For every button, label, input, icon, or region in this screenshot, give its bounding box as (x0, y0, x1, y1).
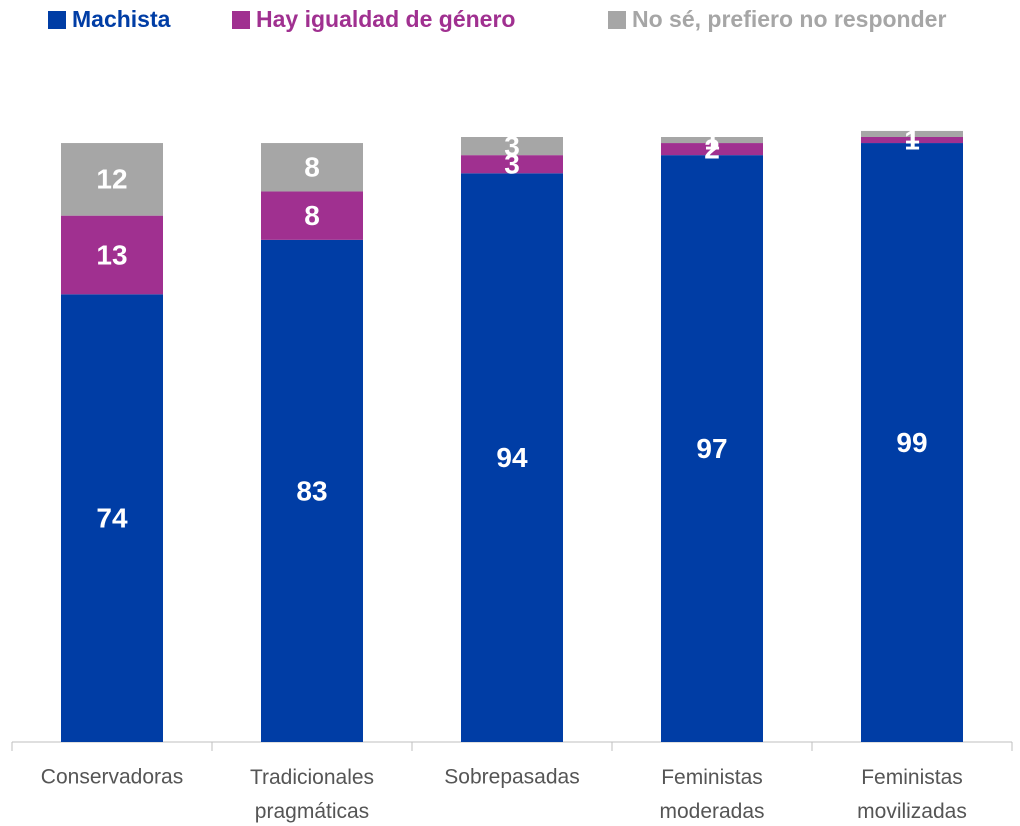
data-label: 3 (504, 149, 520, 180)
bar-segment (861, 143, 963, 743)
bar-segment (261, 143, 363, 192)
bar-segment (461, 173, 563, 743)
data-label: 99 (896, 427, 927, 458)
bar-segment (861, 137, 963, 144)
data-label: 74 (96, 503, 128, 534)
legend-swatch (232, 11, 250, 29)
bar-segment (661, 137, 763, 144)
data-label: 97 (696, 433, 727, 464)
data-label: 8 (304, 152, 320, 183)
data-label: 8 (304, 200, 320, 231)
bar-segment (61, 294, 163, 742)
bar-segment (261, 191, 363, 240)
bar-segment (461, 137, 563, 156)
legend-label: Machista (72, 6, 171, 32)
x-tick-label: Tradicionales pragmáticas (250, 766, 374, 823)
x-tick-label: Sobrepasadas (444, 766, 579, 789)
bar-segment (661, 155, 763, 742)
data-label: 1 (904, 118, 920, 149)
bar-segment (61, 215, 163, 295)
data-label: 12 (96, 164, 127, 195)
x-tick-label: Feministas movilizadas (857, 766, 967, 823)
legend-swatch (48, 11, 66, 29)
data-label: 83 (296, 475, 327, 506)
data-label: 1 (704, 124, 720, 155)
data-label: 94 (496, 442, 528, 473)
data-label: 13 (96, 239, 127, 270)
data-label: 2 (704, 133, 720, 164)
bar-segment (861, 130, 963, 137)
x-tick-label: Conservadoras (41, 766, 183, 789)
bar-segment (61, 143, 163, 216)
bar-segment (461, 155, 563, 174)
x-tick-label: Feministas moderadas (659, 766, 764, 823)
data-label: 1 (904, 124, 920, 155)
bar-segment (261, 239, 363, 742)
legend-label: Hay igualdad de género (256, 6, 515, 32)
legend-swatch (608, 11, 626, 29)
data-label: 3 (504, 130, 520, 161)
bar-segment (661, 143, 763, 156)
legend-label: No sé, prefiero no responder (632, 6, 946, 32)
